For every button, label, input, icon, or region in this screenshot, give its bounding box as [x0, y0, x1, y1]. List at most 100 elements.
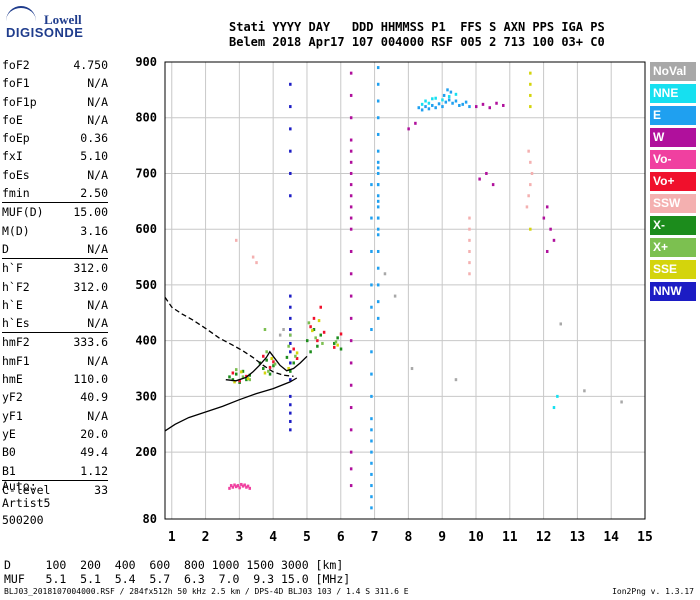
- data-point: [248, 486, 252, 490]
- param-row: foEp 0.36: [2, 129, 108, 147]
- data-point: [319, 305, 322, 309]
- param-value: N/A: [87, 241, 108, 256]
- param-value: N/A: [87, 94, 108, 109]
- data-point: [481, 102, 485, 106]
- data-point: [376, 283, 380, 287]
- data-point: [289, 361, 292, 365]
- header: Stati YYYY DAY DDD HHMMSS P1 FFS S AXN P…: [229, 20, 605, 50]
- data-point: [316, 344, 319, 348]
- data-point: [427, 101, 431, 105]
- data-point: [370, 417, 373, 421]
- data-point: [447, 95, 451, 99]
- digisonde-logo: Lowell DIGISONDE: [4, 4, 134, 44]
- data-point: [336, 343, 339, 347]
- data-point: [431, 97, 434, 101]
- data-point: [231, 485, 235, 489]
- data-point: [376, 194, 380, 198]
- data-point: [370, 216, 373, 220]
- y-tick-label: 300: [135, 389, 157, 403]
- data-point: [234, 485, 238, 489]
- x-tick-label: 14: [603, 530, 619, 545]
- data-point: [295, 356, 299, 360]
- data-point: [474, 105, 478, 109]
- data-point: [449, 90, 453, 94]
- x-tick-label: 5: [303, 530, 311, 545]
- data-point: [262, 367, 265, 371]
- data-point: [376, 205, 380, 209]
- param-name: D: [2, 241, 9, 256]
- data-point: [248, 378, 252, 382]
- data-point: [454, 99, 458, 103]
- param-name: C-level: [2, 482, 51, 497]
- data-point: [241, 375, 245, 379]
- data-point: [246, 377, 250, 381]
- y-tick-label: 400: [135, 334, 157, 348]
- data-point: [241, 369, 245, 373]
- data-point: [545, 249, 549, 253]
- param-name: hmF1: [2, 353, 30, 368]
- param-name: foE: [2, 112, 23, 127]
- param-row: M(D) 3.16: [2, 222, 108, 240]
- data-point: [552, 406, 556, 410]
- data-point: [370, 305, 373, 309]
- data-point: [370, 450, 373, 454]
- data-point: [287, 344, 290, 348]
- data-point: [238, 380, 241, 384]
- data-point: [278, 333, 282, 337]
- param-name: foF1p: [2, 94, 37, 109]
- data-point: [349, 183, 353, 187]
- param-value: 2.50: [80, 186, 108, 201]
- param-row: hmF2 333.6: [2, 333, 108, 351]
- data-point: [263, 371, 267, 375]
- data-point: [461, 102, 464, 106]
- data-point: [349, 316, 353, 320]
- data-point: [620, 400, 623, 404]
- data-point: [289, 394, 292, 398]
- data-point: [339, 332, 343, 336]
- auto-line2: Artist5: [2, 496, 51, 510]
- data-point: [376, 300, 380, 304]
- param-name: foF2: [2, 58, 30, 72]
- data-point: [370, 350, 373, 354]
- param-row: fxI 5.10: [2, 147, 108, 165]
- data-point: [289, 105, 292, 109]
- data-point: [251, 255, 255, 259]
- data-point: [529, 183, 532, 187]
- data-point: [289, 149, 292, 153]
- profile-line: [164, 377, 298, 432]
- data-point: [312, 316, 316, 320]
- data-point: [542, 216, 546, 220]
- data-point: [349, 406, 353, 410]
- distance-muf-table: D 100 200 400 600 800 1000 1500 3000 [km…: [4, 558, 350, 586]
- data-point: [349, 428, 353, 432]
- version-label: Ion2Png v. 1.3.17: [612, 587, 694, 596]
- param-value: N/A: [87, 76, 108, 91]
- data-point: [317, 319, 321, 323]
- data-point: [349, 361, 353, 365]
- data-point: [434, 106, 437, 110]
- data-point: [376, 116, 380, 120]
- data-point: [468, 249, 471, 253]
- x-tick-label: 2: [202, 530, 210, 545]
- data-point: [234, 372, 238, 376]
- legend-item: X+: [650, 238, 696, 257]
- data-point: [289, 341, 292, 345]
- data-point: [527, 149, 530, 153]
- data-point: [370, 183, 373, 187]
- data-point: [431, 103, 434, 107]
- y-tick-label: 200: [135, 445, 157, 459]
- data-point: [370, 439, 373, 443]
- data-point: [267, 369, 270, 373]
- data-point: [454, 378, 458, 382]
- data-point: [420, 108, 424, 112]
- param-name: B0: [2, 445, 16, 460]
- param-value: 110.0: [73, 372, 108, 387]
- data-point: [393, 294, 397, 298]
- param-name: hmF2: [2, 335, 30, 350]
- data-point: [295, 351, 299, 355]
- data-point: [451, 101, 454, 105]
- data-point: [529, 82, 532, 86]
- y-tick-label: 80: [143, 512, 157, 526]
- data-point: [322, 330, 326, 334]
- data-point: [349, 205, 353, 209]
